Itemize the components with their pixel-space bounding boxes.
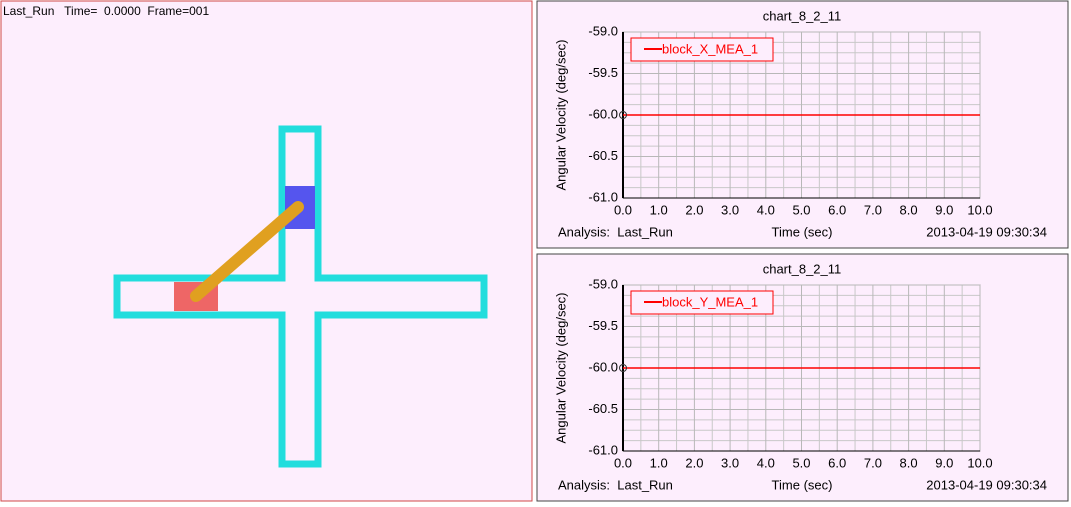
x-tick-label: 10.0 bbox=[967, 455, 992, 470]
x-tick-label: 1.0 bbox=[650, 202, 668, 217]
x-tick-label: 5.0 bbox=[792, 202, 810, 217]
plot-title: chart_8_2_11 bbox=[763, 261, 842, 276]
x-tick-label: 3.0 bbox=[721, 455, 739, 470]
legend-box bbox=[630, 37, 774, 62]
x-tick-label: 1.0 bbox=[650, 455, 668, 470]
x-tick-label: 6.0 bbox=[828, 202, 846, 217]
y-tick-label: -61.0 bbox=[588, 442, 618, 457]
y-tick-label: -60.5 bbox=[588, 401, 618, 416]
footer-left: Analysis: Last_Run bbox=[558, 477, 673, 492]
x-tick-label: 9.0 bbox=[935, 455, 953, 470]
legend-label: block_Y_MEA_1 bbox=[662, 294, 758, 309]
x-tick-label: 0.0 bbox=[614, 202, 632, 217]
x-tick-label: 6.0 bbox=[828, 455, 846, 470]
x-tick-label: 2.0 bbox=[685, 455, 703, 470]
x-tick-label: 4.0 bbox=[757, 455, 775, 470]
plot-title: chart_8_2_11 bbox=[763, 8, 842, 23]
series-marker bbox=[619, 111, 627, 119]
footer-right: 2013-04-19 09:30:34 bbox=[926, 477, 1047, 492]
y-tick-label: -60.0 bbox=[588, 106, 618, 121]
y-tick-label: -60.5 bbox=[588, 148, 618, 163]
x-tick-label: 7.0 bbox=[864, 455, 882, 470]
legend-box bbox=[630, 290, 774, 315]
link-rod bbox=[190, 201, 304, 302]
legend-label: block_X_MEA_1 bbox=[662, 41, 758, 56]
x-tick-label: 9.0 bbox=[935, 202, 953, 217]
y-tick-label: -59.0 bbox=[588, 23, 618, 38]
y-tick-label: -59.5 bbox=[588, 65, 618, 80]
y-tick-label: -59.5 bbox=[588, 318, 618, 333]
y-tick-label: -59.0 bbox=[588, 276, 618, 291]
x-tick-label: 8.0 bbox=[900, 455, 918, 470]
series-marker bbox=[619, 364, 627, 372]
x-tick-label: 5.0 bbox=[792, 455, 810, 470]
x-tick-label: 8.0 bbox=[900, 202, 918, 217]
x-tick-label: 7.0 bbox=[864, 202, 882, 217]
animation-panel bbox=[0, 0, 533, 502]
y-tick-label: -61.0 bbox=[588, 189, 618, 204]
footer-left: Analysis: Last_Run bbox=[558, 224, 673, 239]
x-tick-label: 2.0 bbox=[685, 202, 703, 217]
footer-right: 2013-04-19 09:30:34 bbox=[926, 224, 1047, 239]
x-tick-label: 10.0 bbox=[967, 202, 992, 217]
x-tick-label: 3.0 bbox=[721, 202, 739, 217]
x-axis-label: Time (sec) bbox=[772, 224, 833, 239]
animation-header: Last_Run Time= 0.0000 Frame=001 bbox=[3, 4, 209, 18]
y-axis-label: Angular Velocity (deg/sec) bbox=[553, 39, 568, 190]
x-tick-label: 0.0 bbox=[614, 455, 632, 470]
cross-frame bbox=[113, 125, 488, 468]
x-axis-label: Time (sec) bbox=[772, 477, 833, 492]
x-tick-label: 4.0 bbox=[757, 202, 775, 217]
y-axis-label: Angular Velocity (deg/sec) bbox=[553, 292, 568, 443]
y-tick-label: -60.0 bbox=[588, 359, 618, 374]
